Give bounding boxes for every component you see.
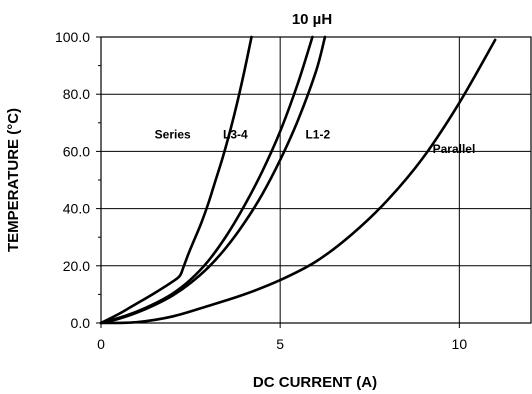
tick-layer: 0.0 20.0 40.0 60.0 80.0 100.0 0 5 10: [55, 29, 467, 352]
x-tick-label: 5: [276, 336, 284, 352]
series-label-l1-2: L1-2: [305, 128, 330, 142]
chart-title: 10 µH: [292, 11, 332, 28]
y-tick-label: 100.0: [55, 29, 90, 45]
series-label-parallel: Parallel: [433, 142, 476, 156]
grid-layer: [100, 36, 531, 324]
y-tick-label: 60.0: [63, 143, 90, 159]
x-tick-label: 10: [452, 336, 468, 352]
series-label-series: Series: [155, 128, 191, 142]
x-tick-label: 0: [97, 336, 105, 352]
y-tick-label: 40.0: [63, 201, 90, 217]
series-layer: [99, 35, 497, 325]
y-tick-label: 80.0: [63, 86, 90, 102]
series-label-l3-4: L3-4: [223, 128, 248, 142]
annotation-layer: Series L3-4 L1-2 Parallel: [155, 128, 476, 156]
series-line-parallel: [99, 38, 497, 325]
y-axis-label: TEMPERATURE (°C): [5, 108, 22, 252]
y-tick-label: 20.0: [63, 258, 90, 274]
y-tick-label: 0.0: [71, 315, 91, 331]
plot-frame: [100, 36, 532, 324]
x-axis-label: DC CURRENT (A): [253, 374, 377, 391]
series-line-l1-2: [99, 35, 327, 325]
series-line-series: [99, 35, 253, 325]
